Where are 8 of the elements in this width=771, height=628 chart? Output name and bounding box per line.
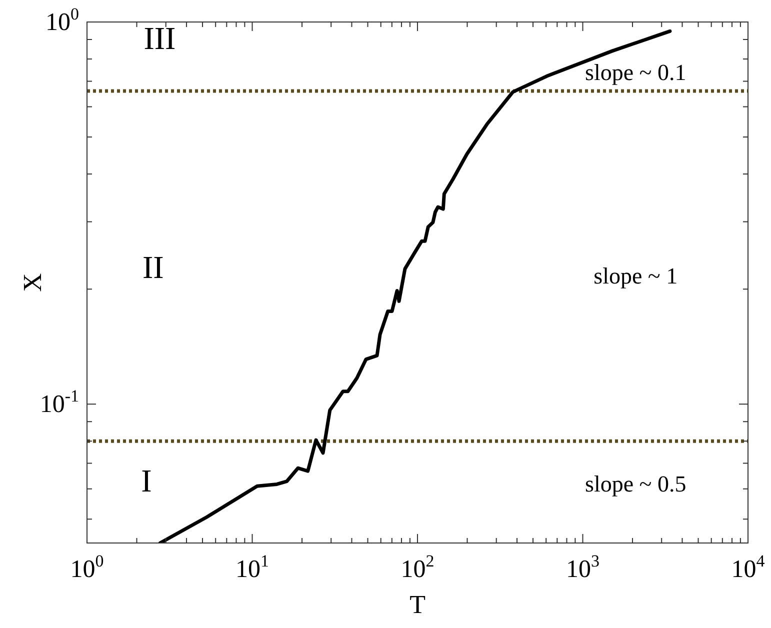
annotation: II (142, 248, 164, 285)
annotation: slope ~ 1 (594, 263, 678, 288)
annotation: slope ~ 0.1 (585, 60, 686, 86)
x-axis-title: T (410, 590, 426, 619)
y-axis-title: X (18, 272, 47, 292)
annotation: slope ~ 0.5 (585, 472, 686, 497)
annotation: III (144, 20, 176, 56)
annotation: I (141, 462, 152, 498)
